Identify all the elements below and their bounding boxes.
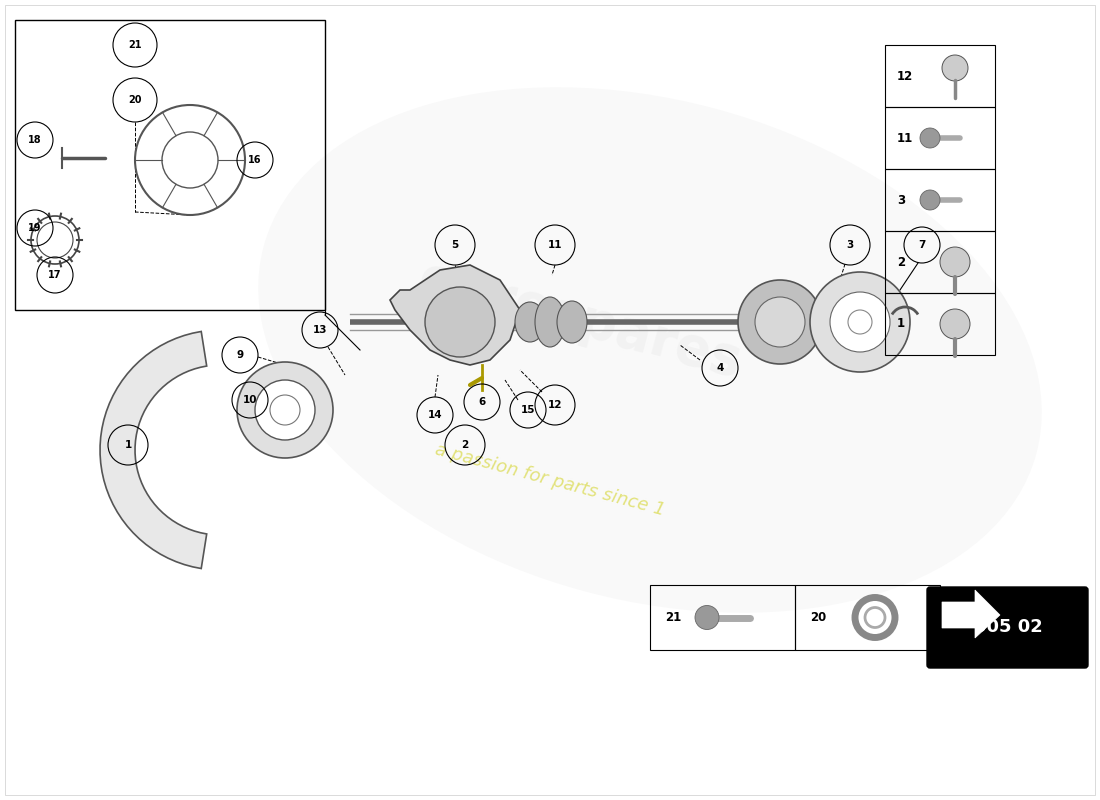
Text: 19: 19 xyxy=(29,223,42,233)
Circle shape xyxy=(942,55,968,81)
Text: 13: 13 xyxy=(312,325,328,335)
Ellipse shape xyxy=(515,302,544,342)
Circle shape xyxy=(810,272,910,372)
Text: 6: 6 xyxy=(478,397,485,407)
Circle shape xyxy=(425,287,495,357)
Ellipse shape xyxy=(258,87,1042,613)
Polygon shape xyxy=(100,331,207,569)
Circle shape xyxy=(920,190,940,210)
Text: 5: 5 xyxy=(451,240,459,250)
Text: 2: 2 xyxy=(461,440,469,450)
Circle shape xyxy=(920,128,940,148)
Bar xyxy=(886,169,996,231)
Text: 15: 15 xyxy=(520,405,536,415)
Circle shape xyxy=(236,362,333,458)
Bar xyxy=(886,231,996,293)
Ellipse shape xyxy=(557,301,587,343)
Text: eurospares: eurospares xyxy=(412,252,748,388)
Polygon shape xyxy=(942,590,1000,638)
Circle shape xyxy=(940,309,970,339)
Text: 12: 12 xyxy=(548,400,562,410)
Text: 11: 11 xyxy=(896,131,913,145)
Text: 505 02: 505 02 xyxy=(974,618,1043,636)
Text: 21: 21 xyxy=(129,40,142,50)
Bar xyxy=(795,585,940,650)
Circle shape xyxy=(738,280,822,364)
Circle shape xyxy=(940,247,970,277)
FancyBboxPatch shape xyxy=(927,587,1088,668)
Text: 14: 14 xyxy=(428,410,442,420)
Text: 4: 4 xyxy=(716,363,724,373)
Text: 18: 18 xyxy=(29,135,42,145)
Bar xyxy=(15,20,324,310)
Bar xyxy=(650,585,795,650)
Ellipse shape xyxy=(535,297,565,347)
Text: 10: 10 xyxy=(243,395,257,405)
Text: 21: 21 xyxy=(666,611,681,624)
Text: 20: 20 xyxy=(129,95,142,105)
Circle shape xyxy=(830,292,890,352)
Polygon shape xyxy=(390,265,520,365)
Text: 16: 16 xyxy=(249,155,262,165)
Circle shape xyxy=(755,297,805,347)
Text: a passion for parts since 1: a passion for parts since 1 xyxy=(433,441,667,519)
Circle shape xyxy=(255,380,315,440)
Text: 20: 20 xyxy=(810,611,826,624)
Text: 3: 3 xyxy=(846,240,854,250)
Text: 3: 3 xyxy=(896,194,905,206)
Text: 11: 11 xyxy=(548,240,562,250)
Text: 2: 2 xyxy=(896,255,905,269)
Text: 1: 1 xyxy=(124,440,132,450)
Text: 9: 9 xyxy=(236,350,243,360)
Circle shape xyxy=(695,606,719,630)
Text: 17: 17 xyxy=(48,270,62,280)
Text: 12: 12 xyxy=(896,70,913,82)
Text: 7: 7 xyxy=(918,240,926,250)
Bar xyxy=(886,293,996,355)
Bar xyxy=(886,45,996,107)
Text: 1: 1 xyxy=(896,318,905,330)
Bar xyxy=(886,107,996,169)
